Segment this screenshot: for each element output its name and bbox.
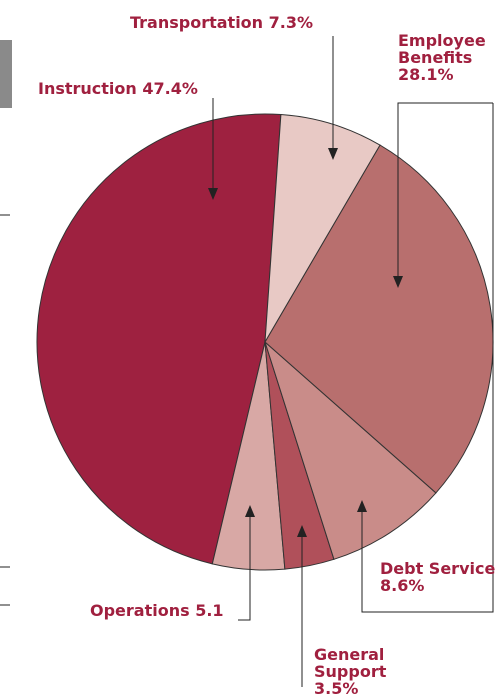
arrowheads bbox=[208, 148, 403, 537]
slice-label: Transportation 7.3% bbox=[130, 14, 350, 31]
category-label: Operations bbox=[90, 601, 190, 620]
side-decoration bbox=[0, 40, 12, 108]
category-label: Debt Service bbox=[380, 559, 496, 578]
category-label: Transportation bbox=[130, 13, 264, 32]
slice-label: Operations 5.1 bbox=[90, 602, 250, 619]
pie-slice bbox=[264, 114, 381, 343]
pie-slice bbox=[264, 144, 494, 494]
value-label: 3.5% bbox=[314, 679, 359, 698]
category-label: Instruction bbox=[38, 79, 137, 98]
slice-label: General Support 3.5% bbox=[314, 646, 434, 697]
value-label: 5.1 bbox=[195, 601, 224, 620]
value-label: 28.1% bbox=[398, 65, 454, 84]
pie-slice bbox=[263, 340, 437, 560]
value-label: 8.6% bbox=[380, 576, 425, 595]
value-label: 47.4% bbox=[142, 79, 198, 98]
category-label: Employee Benefits bbox=[398, 31, 486, 67]
slice-label: Debt Service 8.6% bbox=[380, 560, 497, 594]
pie-slice bbox=[36, 113, 282, 565]
value-label: 7.3% bbox=[268, 13, 314, 32]
callout-lines bbox=[212, 36, 494, 687]
slice-label: Instruction 47.4% bbox=[38, 80, 238, 97]
side-lines bbox=[0, 214, 10, 606]
category-label: General Support bbox=[314, 645, 387, 681]
slice-label: Employee Benefits 28.1% bbox=[398, 32, 497, 83]
